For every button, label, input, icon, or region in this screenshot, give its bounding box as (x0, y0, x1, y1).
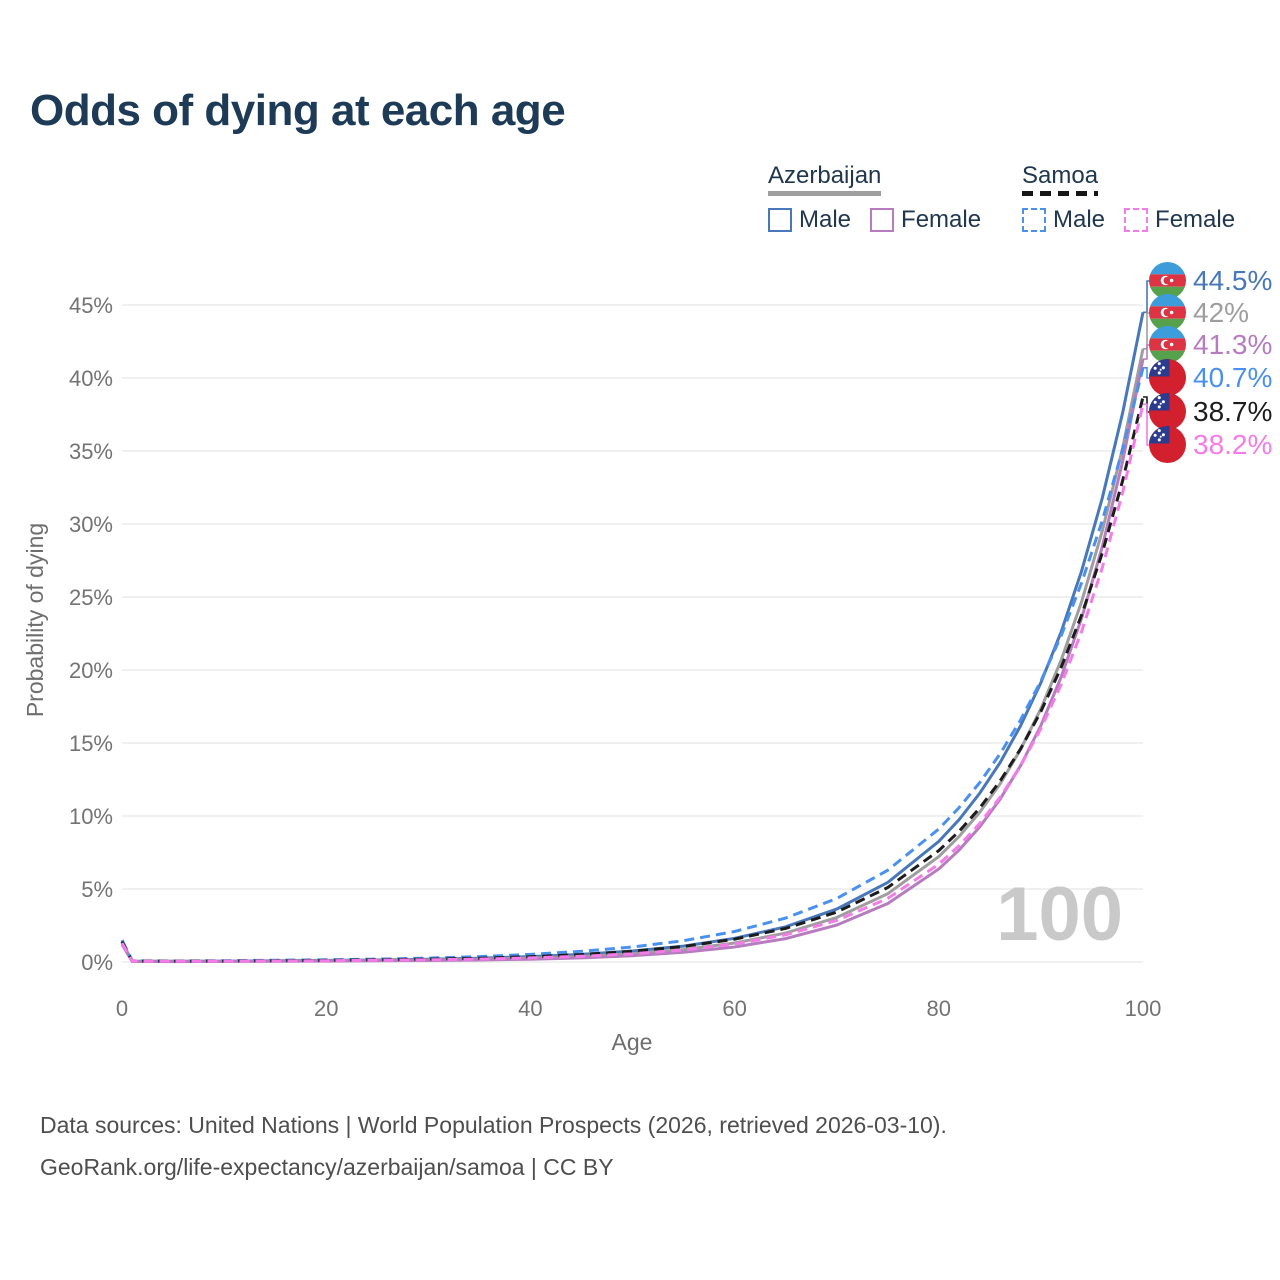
end-label-value: 42% (1193, 296, 1250, 328)
y-tick-label: 45% (69, 293, 113, 318)
y-tick-label: 5% (81, 877, 113, 902)
x-tick-label: 40 (518, 996, 542, 1021)
end-label-azerbaijan-female: 41.3% (1149, 326, 1272, 363)
samoa-male-swatch-icon (1022, 208, 1046, 232)
legend-item-azerbaijan-female[interactable]: Female (870, 206, 981, 234)
samoa-female-swatch-icon (1124, 208, 1149, 232)
x-tick-label: 60 (722, 996, 746, 1021)
legend-group-azerbaijan: Azerbaijan Male Female (768, 163, 981, 234)
y-tick-label: 10% (69, 804, 113, 829)
series-line-azerbaijan-female[interactable] (120, 358, 1145, 964)
end-label-connector (1143, 280, 1151, 314)
legend-country-label: Samoa (1022, 162, 1099, 189)
legend-country-label: Azerbaijan (768, 162, 882, 189)
legend-item-azerbaijan-male[interactable]: Male (768, 206, 851, 234)
series-line-samoa-both[interactable] (120, 396, 1145, 963)
x-axis-title: Age (612, 1029, 653, 1055)
series-line-azerbaijan-both[interactable] (120, 348, 1145, 963)
end-label-connector (1143, 344, 1151, 360)
hovered-age-watermark: 100 (996, 872, 1123, 957)
end-label-samoa-male: 40.7% (1149, 359, 1272, 396)
end-label-samoa-both: 38.7% (1149, 393, 1272, 430)
samoa-flag-icon (1149, 426, 1186, 463)
y-tick-label: 35% (69, 439, 113, 464)
end-label-value: 41.3% (1193, 328, 1273, 360)
attribution-line: GeoRank.org/life-expectancy/azerbaijan/s… (40, 1154, 614, 1180)
end-label-connector (1143, 367, 1151, 379)
samoa-flag-icon (1149, 393, 1186, 430)
samoa-flag-icon (1149, 359, 1186, 396)
end-label-azerbaijan-male: 44.5% (1149, 262, 1272, 299)
legend-group-samoa: Samoa Male Female (1022, 163, 1235, 234)
x-tick-label: 80 (927, 996, 951, 1021)
y-tick-label: 40% (69, 366, 113, 391)
y-tick-label: 15% (69, 731, 113, 756)
end-label-value: 44.5% (1193, 264, 1273, 296)
y-tick-label: 30% (69, 512, 113, 537)
azerbaijan-flag-icon (1149, 262, 1186, 299)
azerbaijan-flag-icon (1149, 294, 1186, 331)
y-tick-label: 0% (81, 950, 113, 975)
legend-item-label: Female (1155, 206, 1236, 233)
azerbaijan-solid-line-swatch (768, 191, 882, 196)
end-label-samoa-female: 38.2% (1149, 426, 1272, 463)
footer: Data sources: United Nations | World Pop… (40, 1104, 947, 1188)
legend-item-samoa-female[interactable]: Female (1124, 206, 1235, 234)
end-label-value: 40.7% (1193, 361, 1273, 393)
end-label-connector (1143, 403, 1151, 446)
chart-title: Odds of dying at each age (30, 86, 566, 135)
legend-country-samoa[interactable]: Samoa (1022, 162, 1099, 196)
series-line-samoa-female[interactable] (120, 403, 1145, 963)
series-line-samoa-male[interactable] (120, 367, 1145, 963)
x-tick-label: 100 (1125, 996, 1162, 1021)
legend-item-samoa-male[interactable]: Male (1022, 206, 1105, 234)
azerbaijan-flag-icon (1149, 326, 1186, 363)
x-tick-label: 0 (116, 996, 128, 1021)
series-line-azerbaijan-male[interactable] (120, 312, 1145, 963)
x-tick-label: 20 (314, 996, 338, 1021)
samoa-dashed-line-swatch (1022, 191, 1099, 196)
plot-area[interactable]: Age Probability of dying 0% 5% 10% 15% 20% 25… (0, 0, 1280, 1080)
legend-item-label: Male (1053, 206, 1106, 233)
legend-country-azerbaijan[interactable]: Azerbaijan (768, 162, 882, 196)
end-label-azerbaijan-both: 42% (1149, 294, 1249, 331)
data-sources-line: Data sources: United Nations | World Pop… (40, 1112, 947, 1138)
legend-item-label: Female (901, 206, 982, 233)
end-label-connector (1143, 312, 1151, 350)
legend-item-label: Male (799, 206, 852, 233)
end-label-value: 38.7% (1193, 395, 1273, 427)
azerbaijan-male-swatch-icon (768, 208, 792, 232)
y-tick-label: 20% (69, 658, 113, 683)
y-axis-title: Probability of dying (22, 523, 48, 717)
y-tick-label: 25% (69, 585, 113, 610)
end-label-value: 38.2% (1193, 428, 1273, 460)
azerbaijan-female-swatch-icon (870, 208, 895, 232)
